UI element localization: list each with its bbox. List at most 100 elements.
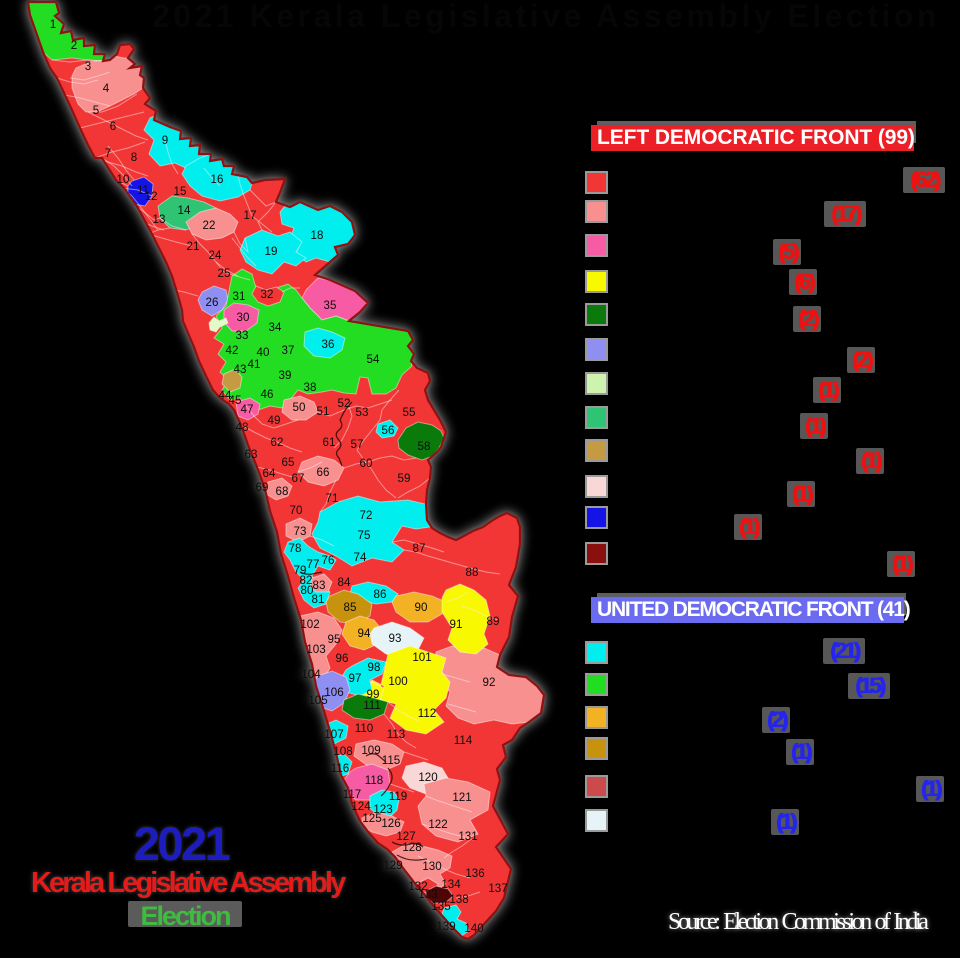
svg-text:76: 76 <box>322 554 335 567</box>
svg-text:135: 135 <box>431 900 450 913</box>
svg-text:8: 8 <box>131 151 137 164</box>
svg-text:126: 126 <box>381 817 400 830</box>
svg-text:63: 63 <box>245 448 258 461</box>
svg-text:48: 48 <box>236 421 249 434</box>
svg-text:62: 62 <box>271 436 284 449</box>
svg-text:60: 60 <box>360 457 373 470</box>
svg-text:110: 110 <box>355 722 373 735</box>
svg-text:17: 17 <box>244 209 257 222</box>
svg-text:36: 36 <box>322 338 335 351</box>
svg-text:128: 128 <box>402 841 421 854</box>
svg-text:111: 111 <box>363 699 381 712</box>
svg-text:89: 89 <box>487 615 500 628</box>
svg-text:140: 140 <box>464 922 483 935</box>
svg-text:33: 33 <box>236 329 249 342</box>
svg-text:127: 127 <box>396 830 415 843</box>
svg-text:40: 40 <box>257 346 270 359</box>
svg-text:32: 32 <box>261 288 274 301</box>
svg-text:90: 90 <box>415 601 428 614</box>
svg-text:92: 92 <box>483 676 496 689</box>
svg-text:112: 112 <box>418 707 436 720</box>
svg-text:133: 133 <box>418 888 437 901</box>
svg-text:83: 83 <box>313 579 326 592</box>
svg-text:79: 79 <box>294 564 307 577</box>
svg-text:138: 138 <box>449 893 468 906</box>
svg-text:12: 12 <box>145 190 158 203</box>
svg-text:115: 115 <box>382 754 400 767</box>
svg-text:100: 100 <box>388 675 407 688</box>
svg-text:113: 113 <box>387 728 405 741</box>
svg-text:9: 9 <box>162 134 168 147</box>
svg-text:120: 120 <box>418 771 437 784</box>
svg-text:101: 101 <box>412 651 431 664</box>
svg-text:98: 98 <box>368 661 381 674</box>
svg-text:7: 7 <box>105 147 111 160</box>
svg-text:96: 96 <box>336 652 349 665</box>
svg-text:22: 22 <box>203 219 216 232</box>
svg-text:24: 24 <box>209 249 222 262</box>
svg-text:130: 130 <box>422 860 441 873</box>
svg-text:21: 21 <box>187 240 200 253</box>
svg-text:34: 34 <box>269 321 282 334</box>
svg-text:82: 82 <box>300 574 313 587</box>
svg-text:64: 64 <box>263 467 276 480</box>
svg-text:118: 118 <box>365 774 383 787</box>
svg-text:114: 114 <box>454 734 473 747</box>
svg-text:97: 97 <box>349 672 362 685</box>
svg-text:56: 56 <box>382 424 395 437</box>
svg-text:73: 73 <box>294 525 307 538</box>
svg-text:81: 81 <box>312 593 325 606</box>
svg-text:37: 37 <box>282 344 295 357</box>
svg-text:53: 53 <box>356 406 369 419</box>
svg-text:50: 50 <box>293 401 306 414</box>
svg-text:1: 1 <box>50 18 56 31</box>
svg-text:77: 77 <box>307 558 320 571</box>
svg-text:65: 65 <box>282 456 295 469</box>
svg-text:61: 61 <box>323 436 336 449</box>
svg-text:39: 39 <box>279 369 292 382</box>
svg-text:124: 124 <box>351 800 371 813</box>
svg-text:46: 46 <box>261 388 274 401</box>
svg-text:117: 117 <box>343 788 361 801</box>
svg-text:18: 18 <box>311 229 324 242</box>
svg-text:14: 14 <box>178 204 191 217</box>
svg-text:106: 106 <box>324 686 343 699</box>
svg-text:2: 2 <box>71 39 77 52</box>
svg-text:6: 6 <box>110 120 116 133</box>
svg-text:95: 95 <box>328 633 341 646</box>
svg-text:74: 74 <box>354 551 367 564</box>
svg-text:13: 13 <box>153 213 166 226</box>
svg-text:109: 109 <box>361 744 380 757</box>
svg-text:49: 49 <box>268 414 281 427</box>
svg-text:88: 88 <box>466 566 479 579</box>
svg-text:99: 99 <box>367 688 380 701</box>
svg-text:55: 55 <box>403 406 416 419</box>
svg-text:42: 42 <box>226 344 239 357</box>
svg-text:137: 137 <box>488 882 507 895</box>
svg-text:19: 19 <box>265 245 278 258</box>
svg-text:107: 107 <box>324 728 343 741</box>
svg-text:52: 52 <box>338 397 351 410</box>
svg-text:11: 11 <box>137 184 149 197</box>
svg-text:123: 123 <box>373 803 392 816</box>
svg-text:105: 105 <box>308 694 327 707</box>
svg-text:72: 72 <box>360 509 373 522</box>
svg-text:59: 59 <box>398 472 411 485</box>
svg-text:103: 103 <box>306 643 325 656</box>
svg-text:57: 57 <box>351 438 364 451</box>
svg-text:80: 80 <box>301 584 314 597</box>
svg-text:104: 104 <box>301 668 321 681</box>
svg-text:132: 132 <box>408 880 427 893</box>
svg-text:87: 87 <box>413 542 426 555</box>
svg-text:58: 58 <box>418 440 431 453</box>
svg-text:78: 78 <box>289 542 302 555</box>
svg-text:139: 139 <box>436 920 455 933</box>
svg-text:108: 108 <box>333 745 352 758</box>
svg-text:25: 25 <box>218 267 231 280</box>
svg-text:122: 122 <box>428 818 447 831</box>
svg-text:84: 84 <box>338 576 351 589</box>
svg-text:67: 67 <box>292 472 305 485</box>
svg-text:16: 16 <box>211 173 224 186</box>
svg-text:75: 75 <box>358 529 371 542</box>
svg-text:86: 86 <box>374 588 387 601</box>
